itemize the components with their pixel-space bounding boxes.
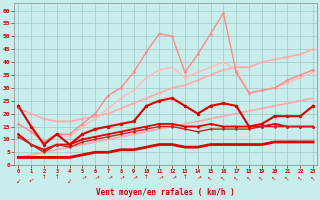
Text: ↑: ↑ <box>271 175 278 182</box>
Text: ↑: ↑ <box>15 175 22 182</box>
Text: ↑: ↑ <box>42 175 46 180</box>
Text: ↑: ↑ <box>156 175 163 181</box>
Text: ↑: ↑ <box>169 175 175 181</box>
Text: ↑: ↑ <box>130 175 137 181</box>
Text: ↑: ↑ <box>79 175 86 181</box>
Text: ↑: ↑ <box>246 175 252 182</box>
Text: ↑: ↑ <box>207 175 214 182</box>
Text: ↑: ↑ <box>28 175 35 181</box>
Text: ↑: ↑ <box>183 175 187 180</box>
X-axis label: Vent moyen/en rafales ( km/h ): Vent moyen/en rafales ( km/h ) <box>96 188 235 197</box>
Text: ↑: ↑ <box>144 175 149 180</box>
Text: ↑: ↑ <box>66 175 73 182</box>
Text: ↑: ↑ <box>105 175 111 181</box>
Text: ↑: ↑ <box>220 175 227 182</box>
Text: ↑: ↑ <box>195 175 201 181</box>
Text: ↑: ↑ <box>297 175 304 182</box>
Text: ↑: ↑ <box>92 175 99 181</box>
Text: ↑: ↑ <box>233 175 240 182</box>
Text: ↑: ↑ <box>284 175 291 182</box>
Text: ↑: ↑ <box>310 175 316 182</box>
Text: ↑: ↑ <box>54 175 59 180</box>
Text: ↑: ↑ <box>259 175 265 182</box>
Text: ↑: ↑ <box>117 175 124 181</box>
